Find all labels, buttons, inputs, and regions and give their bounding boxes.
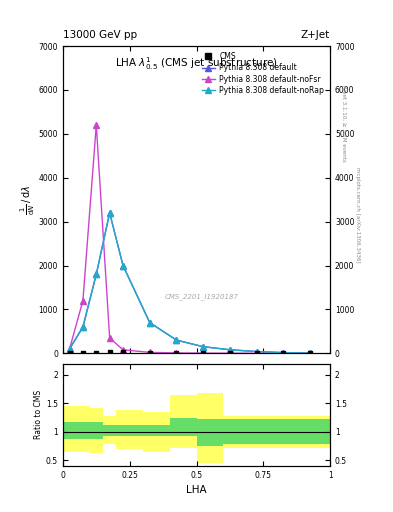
Text: Z+Jet: Z+Jet bbox=[301, 30, 330, 40]
X-axis label: LHA: LHA bbox=[186, 485, 207, 495]
Text: Rivet 3.1.10, ≥ 3.2M events: Rivet 3.1.10, ≥ 3.2M events bbox=[342, 84, 346, 161]
Y-axis label: $\frac{1}{\mathrm{d}N}\,/\,\mathrm{d}\lambda$: $\frac{1}{\mathrm{d}N}\,/\,\mathrm{d}\la… bbox=[19, 185, 37, 215]
Legend: CMS, Pythia 8.308 default, Pythia 8.308 default-noFsr, Pythia 8.308 default-noRa: CMS, Pythia 8.308 default, Pythia 8.308 … bbox=[199, 50, 326, 97]
Text: LHA $\lambda^{1}_{0.5}$ (CMS jet substructure): LHA $\lambda^{1}_{0.5}$ (CMS jet substru… bbox=[115, 55, 278, 72]
Y-axis label: Ratio to CMS: Ratio to CMS bbox=[34, 390, 43, 439]
Text: CMS_2201_I1920187: CMS_2201_I1920187 bbox=[165, 293, 239, 300]
Text: mcplots.cern.ch [arXiv:1306.3436]: mcplots.cern.ch [arXiv:1306.3436] bbox=[355, 167, 360, 263]
Text: 13000 GeV pp: 13000 GeV pp bbox=[63, 30, 137, 40]
